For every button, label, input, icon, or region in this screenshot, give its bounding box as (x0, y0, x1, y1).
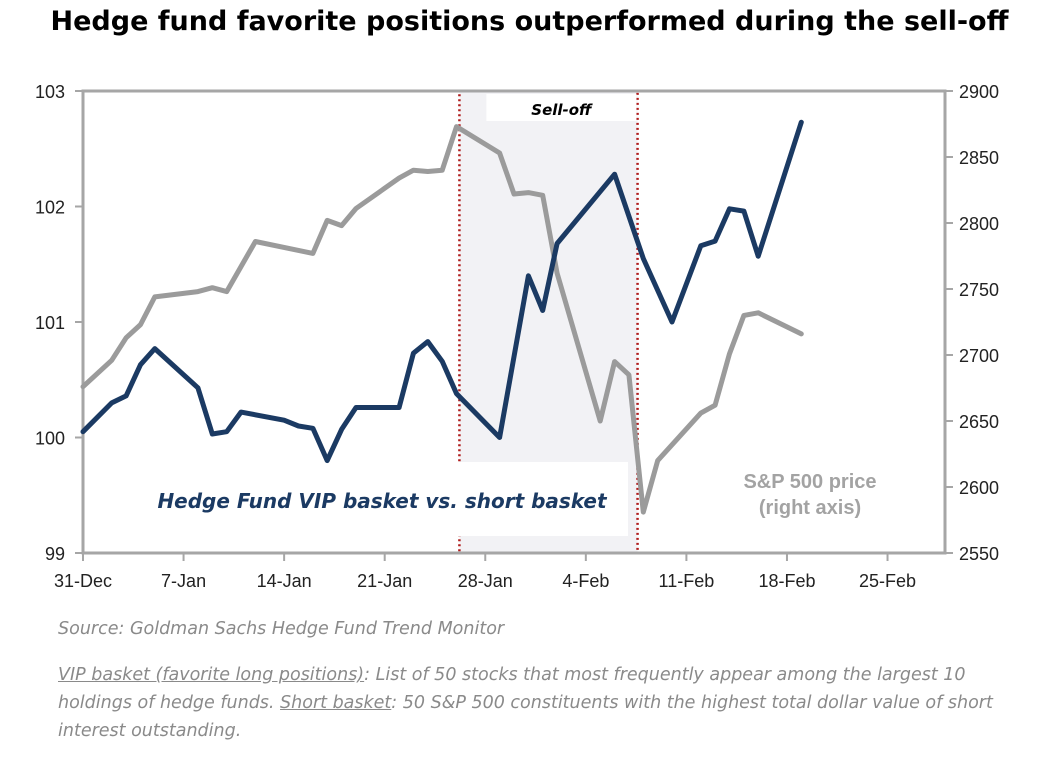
right-axis-tick-label: 2750 (959, 280, 999, 300)
x-axis-tick-label: 28-Jan (458, 571, 513, 591)
sp500-series-label: S&P 500 price (743, 471, 876, 493)
selloff-label: Sell-off (531, 101, 593, 119)
chart-title: Hedge fund favorite positions outperform… (50, 6, 1009, 37)
short-basket-text: : 50 S&P 500 constituents with the highe… (58, 693, 993, 741)
x-axis-tick-label: 25-Feb (859, 571, 916, 591)
sp500-line (80, 124, 804, 515)
vip-series-label: Hedge Fund VIP basket vs. short basket (157, 489, 608, 513)
left-axis-tick-label: 101 (35, 313, 65, 333)
basket-definitions: VIP basket (favorite long positions): Li… (58, 661, 1018, 745)
left-axis-tick-label: 102 (35, 198, 65, 218)
x-axis-tick-label: 11-Feb (659, 571, 715, 591)
right-axis-tick-label: 2650 (959, 412, 999, 432)
right-axis-tick-label: 2800 (959, 214, 999, 234)
vip-basket-term: VIP basket (favorite long positions) (58, 665, 365, 685)
source-note: Source: Goldman Sachs Hedge Fund Trend M… (58, 619, 505, 639)
right-axis-tick-label: 2900 (959, 82, 999, 102)
right-axis-tick-label: 2550 (959, 544, 999, 564)
vip-basket-line (80, 119, 804, 464)
series-label-box (148, 462, 628, 536)
x-axis-tick-label: 7-Jan (161, 571, 206, 591)
right-axis-tick-label: 2850 (959, 148, 999, 168)
short-basket-term: Short basket (280, 693, 392, 713)
right-axis-tick-label: 2600 (959, 478, 999, 498)
x-axis-tick-label: 31-Dec (54, 571, 112, 591)
vip-basket-text: : List of 50 stocks that most frequently… (58, 665, 966, 713)
left-axis-tick-label: 99 (45, 544, 65, 564)
left-axis-tick-label: 103 (35, 82, 65, 102)
x-axis-tick-label: 4-Feb (562, 571, 609, 591)
sp500-series-label: (right axis) (759, 497, 861, 519)
x-axis-tick-label: 14-Jan (257, 571, 312, 591)
left-axis-tick-label: 100 (35, 429, 65, 449)
right-axis-tick-label: 2700 (959, 346, 999, 366)
selloff-label-box (486, 94, 637, 121)
x-axis-tick-label: 18-Feb (758, 571, 815, 591)
x-axis-tick-label: 21-Jan (357, 571, 412, 591)
